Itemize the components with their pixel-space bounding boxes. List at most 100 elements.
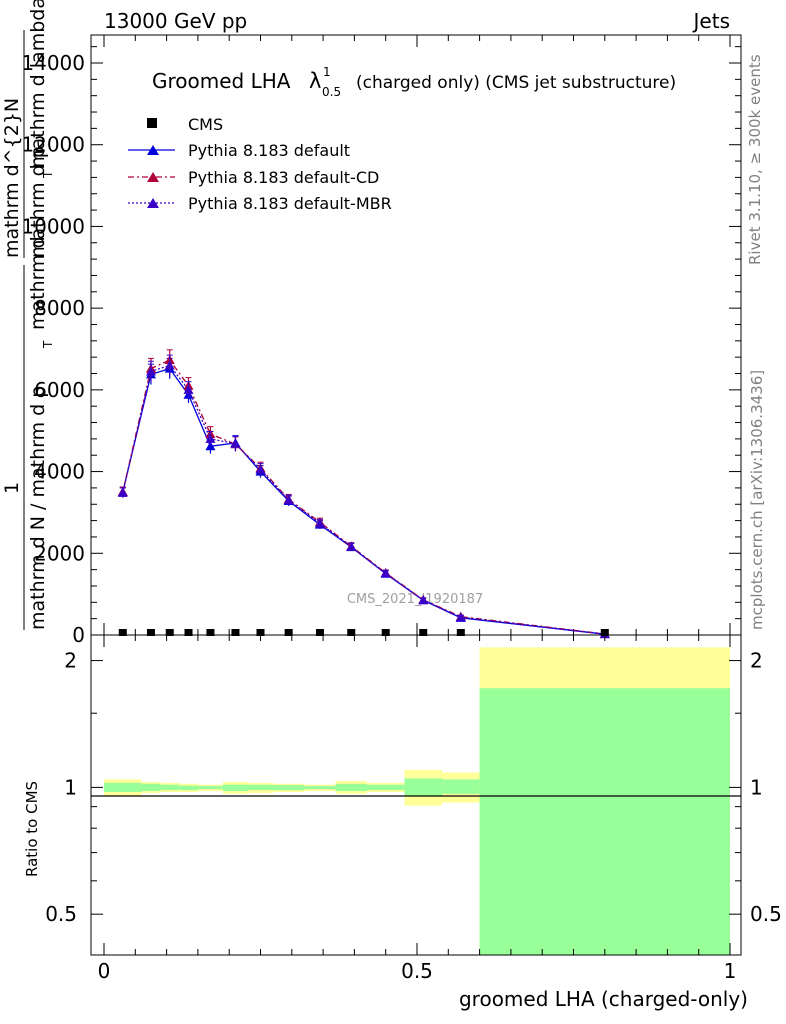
ratio-panel: 0.5 0.5 1 1 2 2 Ratio to CMS: [23, 634, 782, 956]
x-axis-labels: 0 0.5 1: [98, 959, 737, 983]
y-axis-ticks: 0 2000 4000 6000 8000 10000 12000 14000: [21, 46, 741, 647]
series-line-mbr: [122, 364, 605, 635]
energy-label: 13000 GeV pp: [104, 9, 247, 33]
legend-mbr: Pythia 8.183 default-MBR: [188, 194, 392, 213]
y-tick-label: 10000: [21, 214, 85, 238]
ratio-band-green: [160, 784, 180, 791]
x-tick-label: 0: [98, 959, 111, 983]
point-mbr: [164, 360, 175, 370]
legend: CMS Pythia 8.183 default Pythia 8.183 de…: [128, 115, 392, 213]
ratio-band-green: [222, 784, 248, 792]
point-mbr: [205, 433, 216, 443]
ratio-band-green: [179, 785, 198, 791]
ratio-band-green: [335, 783, 367, 792]
legend-default: Pythia 8.183 default: [188, 141, 350, 160]
plot-title: Groomed LHA λ 1 0.5 (charged only) (CMS …: [152, 65, 676, 99]
main-panel: 0 2000 4000 6000 8000 10000 12000 14000 CMS_202…: [21, 34, 742, 647]
cms-point: [118, 629, 127, 636]
ratio-frame: [90, 634, 742, 956]
legend-cd: Pythia 8.183 default-CD: [188, 168, 379, 187]
cms-points: [118, 629, 609, 636]
ratio-band-green: [104, 782, 142, 793]
point-mbr: [255, 464, 266, 474]
cms-point: [456, 629, 465, 636]
y-tick-label: 8000: [34, 296, 85, 320]
cms-point: [165, 629, 174, 636]
ratio-y-tick-label: 1: [64, 775, 77, 799]
ratio-band-green: [442, 779, 480, 794]
point-mbr: [283, 495, 294, 505]
ylabel-d: mathrm d: [27, 236, 49, 330]
point-mbr: [183, 384, 194, 394]
point-mbr: [117, 487, 128, 497]
title-text: Groomed LHA: [152, 69, 291, 93]
ratio-band-green: [479, 688, 730, 955]
cms-point: [256, 629, 265, 636]
title-sub: 0.5: [322, 85, 341, 99]
point-mbr: [230, 438, 241, 448]
x-tick-label: 0.5: [401, 959, 433, 983]
cms-point: [184, 629, 193, 636]
main-ylabel: 1 mathrm d N / mathrm d p T mathrm d mat…: [1, 0, 55, 630]
ylabel-d2n: mathrm d^{2}N: [1, 98, 23, 258]
rivet-label: Rivet 3.1.10, ≥ 300k events: [746, 54, 764, 265]
title-lambda: λ: [309, 69, 321, 93]
ratio-ylabel: Ratio to CMS: [23, 781, 41, 877]
legend-cms: CMS: [188, 115, 223, 134]
cms-point: [146, 629, 155, 636]
watermark-label: CMS_2021_I1920187: [347, 592, 483, 607]
title-sup: 1: [323, 65, 331, 79]
legend-default-marker: [147, 145, 159, 155]
point-mbr: [418, 595, 429, 605]
point-mbr: [455, 612, 466, 622]
ratio-band-green: [247, 784, 274, 791]
cms-point: [347, 629, 356, 636]
point-mbr: [346, 541, 357, 551]
cms-point: [231, 629, 240, 636]
ratio-band-green: [273, 785, 305, 791]
ratio-band-green: [304, 785, 336, 790]
ratio-bands: [104, 647, 730, 955]
cms-point: [284, 629, 293, 636]
legend-mbr-marker: [147, 198, 159, 208]
point-mbr: [314, 518, 325, 528]
ratio-y-tick-label: 0.5: [45, 902, 77, 926]
legend-cd-marker: [147, 172, 159, 182]
ratio-axis-ticks: 0.5 0.5 1 1 2 2: [45, 635, 782, 955]
y-tick-label: 6000: [34, 378, 85, 402]
ratio-band-green: [141, 783, 161, 792]
ratio-band-green: [366, 784, 405, 791]
ylabel-dpt: mathrm d p: [27, 146, 49, 258]
cms-point: [381, 629, 390, 636]
x-tick-label: 1: [724, 959, 737, 983]
mcplots-label: mcplots.cern.ch [arXiv:1306.3436]: [748, 370, 766, 630]
ylabel-dn: mathrm d N / mathrm d p: [27, 386, 49, 630]
title-suffix: (charged only) (CMS jet substructure): [356, 73, 676, 93]
ylabel-dlambda: mathrm d lambda: [27, 0, 49, 168]
legend-cms-marker: [147, 118, 157, 128]
y-tick-label: 14000: [21, 51, 85, 75]
y-tick-label: 0: [72, 623, 85, 647]
ratio-y-tick-label-right: 1: [750, 775, 763, 799]
point-mbr: [145, 366, 156, 376]
cms-point: [315, 629, 324, 636]
ratio-y-tick-label-right: 2: [750, 649, 763, 673]
ylabel-pt-sub-2: T: [41, 170, 55, 179]
point-mbr: [380, 568, 391, 578]
ratio-band-green: [197, 785, 223, 790]
ylabel-pt-sub: T: [41, 340, 55, 349]
x-axis-ticks-main: [103, 35, 731, 635]
y-tick-label: 4000: [34, 460, 85, 484]
process-label: Jets: [692, 9, 730, 33]
x-axis-title: groomed LHA (charged-only): [459, 987, 748, 1011]
cms-point: [600, 629, 609, 636]
ylabel-one: 1: [1, 482, 23, 494]
ratio-y-tick-label: 2: [64, 649, 77, 673]
ratio-y-tick-label-right: 0.5: [750, 902, 782, 926]
y-tick-label: 2000: [34, 541, 85, 565]
cms-point: [419, 629, 428, 636]
ratio-band-green: [404, 778, 443, 796]
y-tick-label: 12000: [21, 133, 85, 157]
cms-point: [206, 629, 215, 636]
